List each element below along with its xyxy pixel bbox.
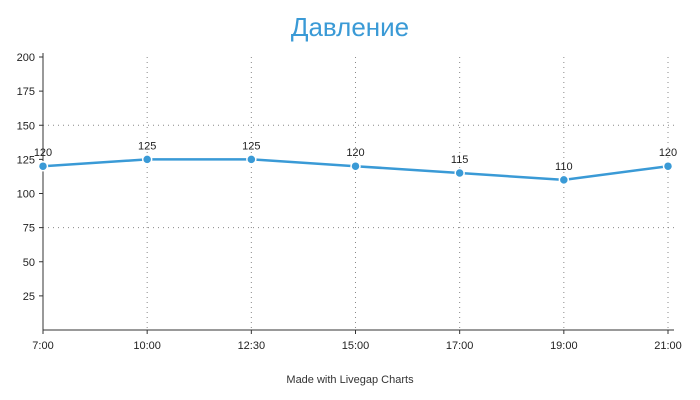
y-tick-label: 50 xyxy=(23,257,35,269)
data-point xyxy=(350,160,361,172)
grid-lines xyxy=(43,57,674,330)
x-tick-label: 12:30 xyxy=(238,340,266,352)
data-label: 120 xyxy=(659,147,677,159)
y-tick-label: 25 xyxy=(23,291,35,303)
x-tick-label: 15:00 xyxy=(342,340,370,352)
x-tick-label: 19:00 xyxy=(550,340,578,352)
y-tick-label: 100 xyxy=(17,189,35,201)
y-tick-label: 200 xyxy=(17,52,35,64)
data-labels: 120 125 125 120 115 110 120 xyxy=(34,140,677,172)
y-tick-label: 175 xyxy=(17,86,35,98)
y-tick-label: 75 xyxy=(23,223,35,235)
data-label: 120 xyxy=(34,147,52,159)
data-point xyxy=(558,174,570,186)
data-point xyxy=(141,154,153,165)
axes: 25 50 75 100 125 150 175 200 7:00 10:00 12:30 15:00… xyxy=(17,52,682,352)
data-point xyxy=(37,160,49,172)
data-label: 115 xyxy=(451,154,469,166)
data-label: 110 xyxy=(555,161,573,173)
y-tick-label: 150 xyxy=(17,120,35,132)
data-label: 125 xyxy=(242,140,260,152)
x-tick-label: 17:00 xyxy=(446,340,474,352)
data-label: 125 xyxy=(138,140,156,152)
footer-credit[interactable]: Made with Livegap Charts xyxy=(286,374,414,386)
chart-title: Давление xyxy=(290,12,410,42)
series-layer xyxy=(37,154,674,186)
data-label: 120 xyxy=(346,147,364,159)
x-tick-label: 7:00 xyxy=(32,340,53,352)
data-point xyxy=(454,167,465,179)
x-tick-label: 10:00 xyxy=(133,340,161,352)
data-point xyxy=(662,160,674,172)
y-tick-label: 125 xyxy=(17,154,35,166)
x-tick-label: 21:00 xyxy=(654,340,682,352)
data-point xyxy=(246,154,257,165)
